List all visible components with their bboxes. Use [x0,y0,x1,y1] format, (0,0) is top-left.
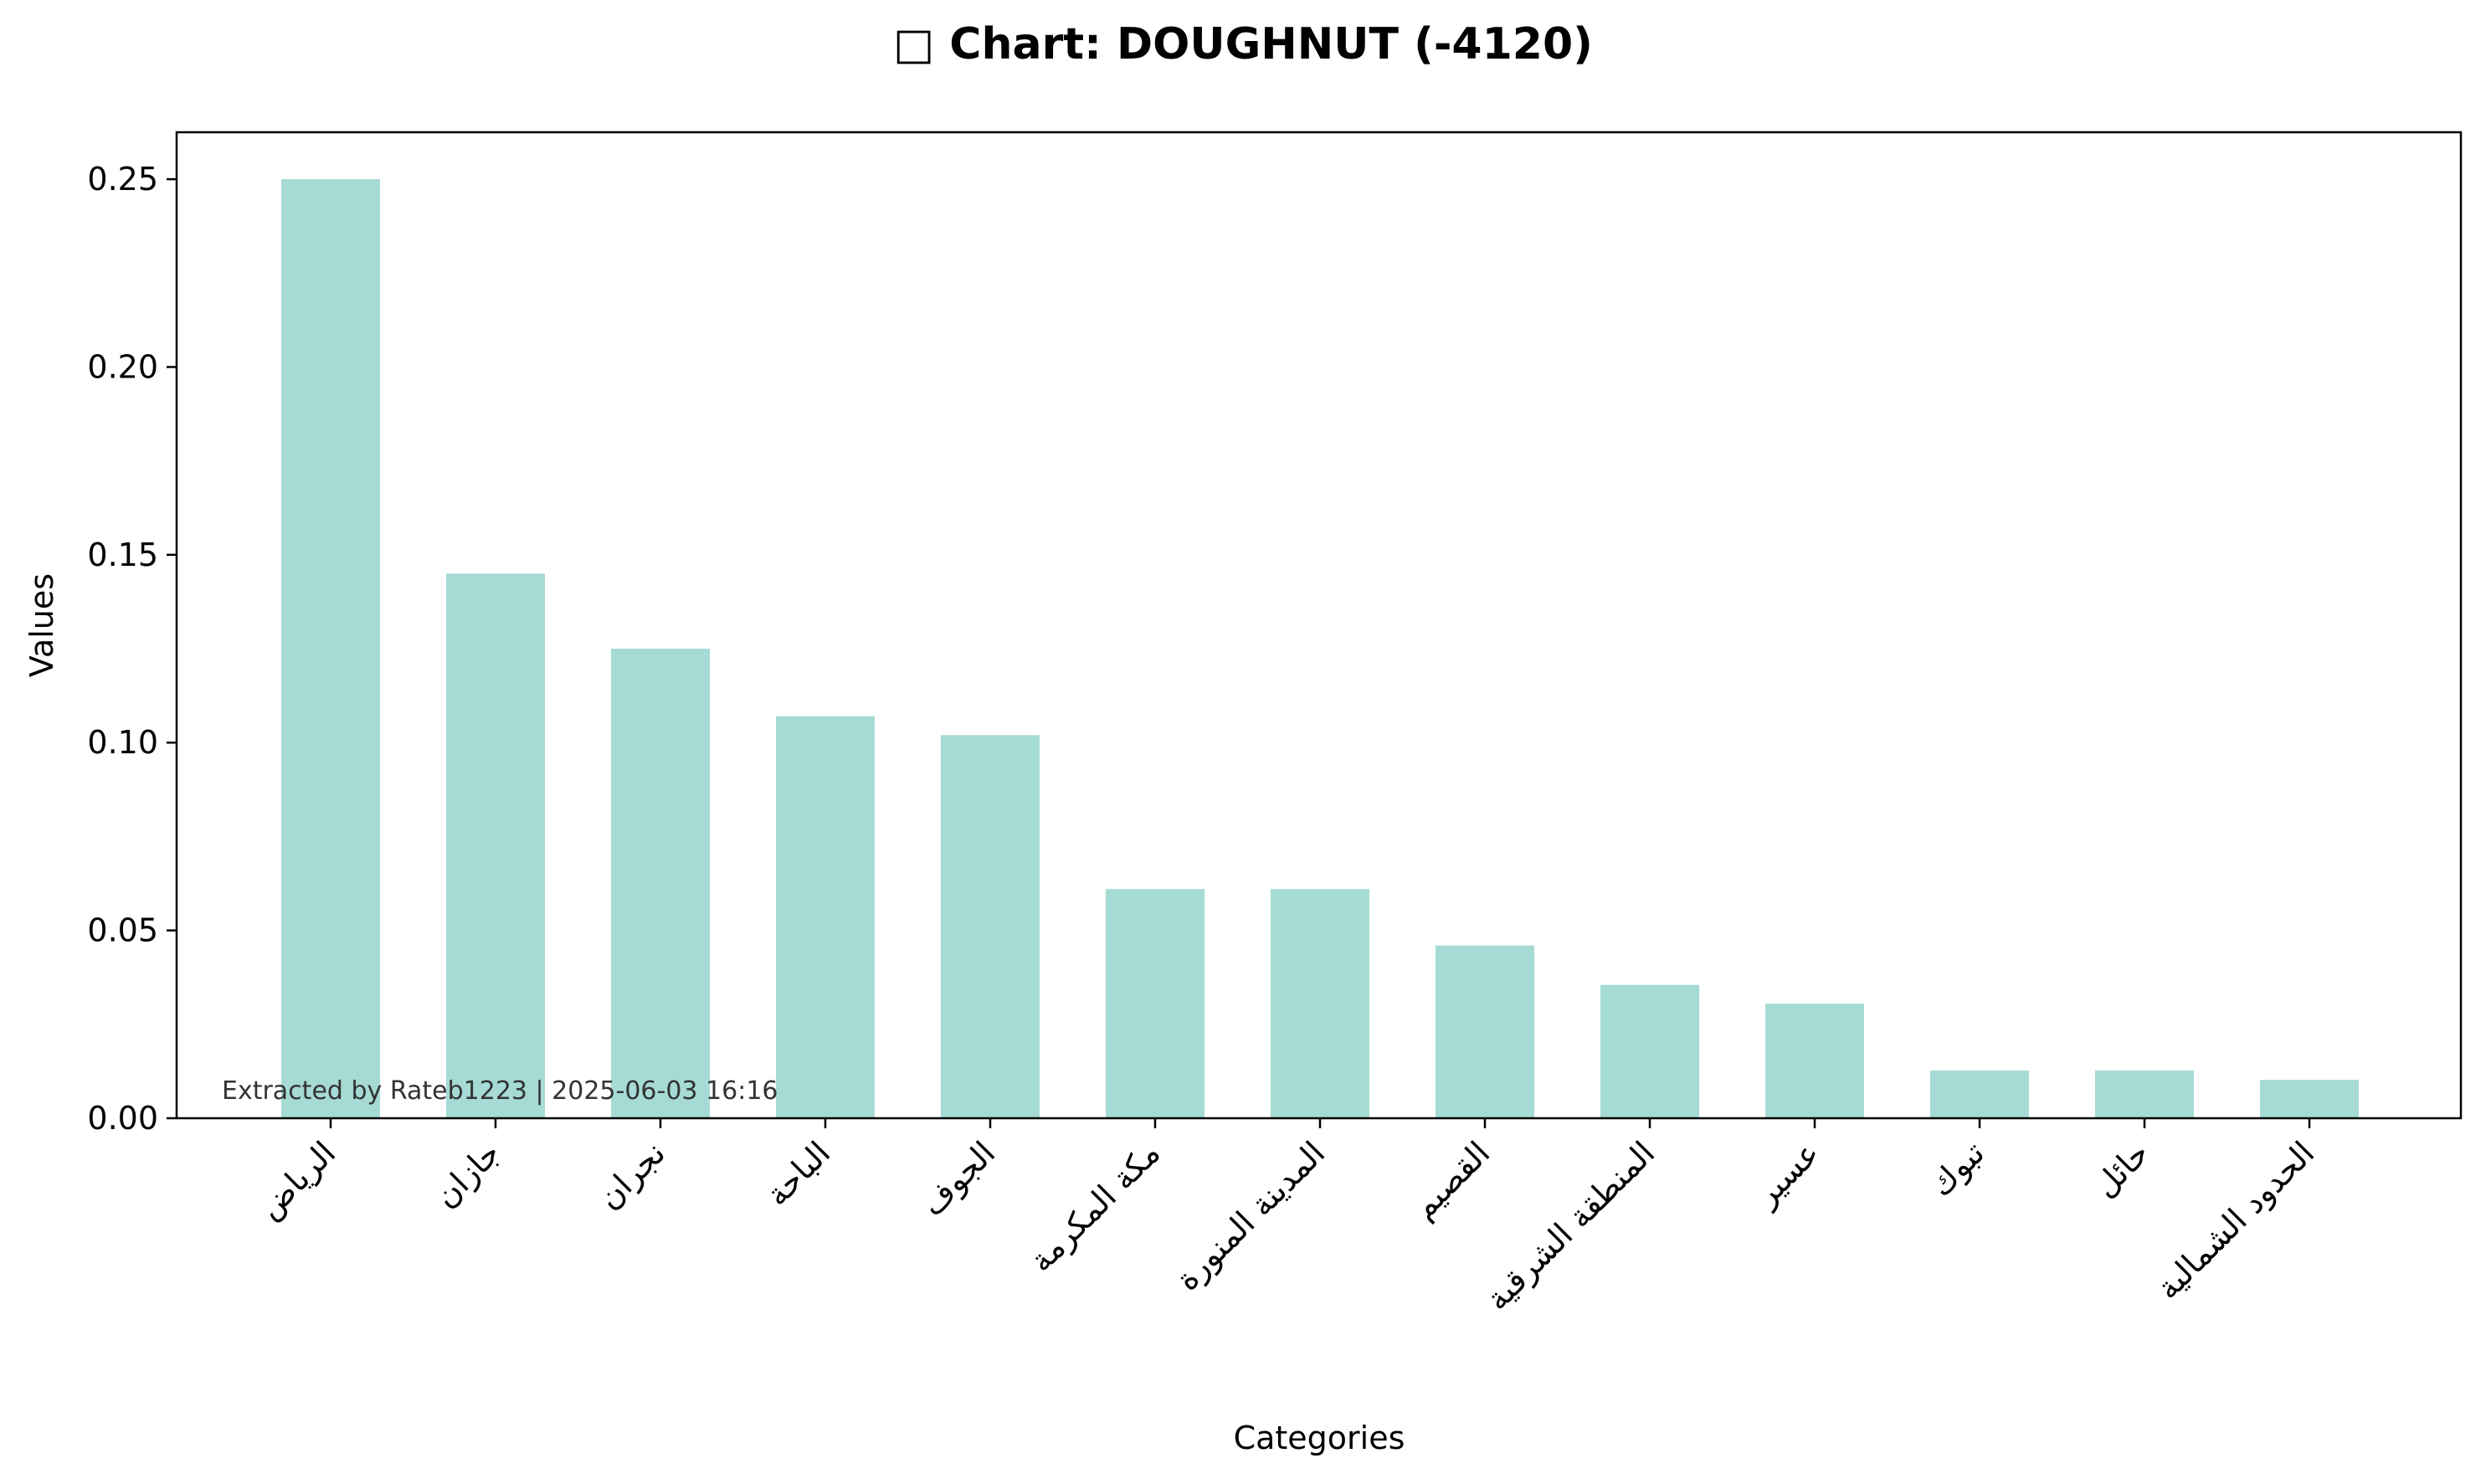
x-tick-label-6: المدينة المنورة [1169,1134,1333,1298]
x-tick-label-9: عسير [1747,1134,1827,1214]
bars-group [281,179,2359,1119]
bar-5 [1106,889,1204,1118]
y-tick-label-5: 0.25 [87,161,158,198]
bar-6 [1271,889,1369,1118]
x-tick-label-10: تبوك [1923,1134,1992,1204]
x-tick-label-5: مكة المكرمة [1022,1134,1168,1280]
bar-12 [2260,1080,2359,1118]
bar-4 [941,735,1040,1118]
bar-7 [1436,945,1534,1118]
x-tick-label-3: الباحة [758,1134,837,1213]
y-tick-label-3: 0.15 [87,537,158,573]
y-tick-label-0: 0.00 [87,1100,158,1137]
x-tick-label-4: الجوف [914,1134,1004,1224]
bar-1 [446,573,545,1118]
watermark-annotation: Extracted by Rateb1223 | 2025-06-03 16:1… [222,1076,778,1106]
bar-9 [1765,1004,1864,1118]
x-tick-label-0: الرياض [251,1134,343,1226]
bar-2 [611,649,710,1118]
bar-3 [776,716,875,1118]
y-axis-ticks: 0.00 0.05 0.10 0.15 0.20 0.25 [87,161,177,1137]
bar-0 [281,179,380,1119]
plot-area-frame [175,131,2463,1120]
x-axis-ticks: الرياض جازان نجران الباحة الجوف مكة المكرمة ال… [251,1118,2322,1318]
x-tick-label-12: الحدود الشمالية [2150,1134,2322,1307]
y-tick-label-2: 0.10 [87,724,158,761]
x-tick-label-11: حائل [2087,1134,2157,1204]
y-tick-label-4: 0.20 [87,348,158,385]
y-tick-label-1: 0.05 [87,912,158,949]
x-tick-label-8: المنطقة الشرقية [1479,1134,1663,1318]
chart-title: □ Chart: DOUGHNUT (-4120) [893,19,1593,69]
bar-11 [2095,1071,2194,1118]
bar-8 [1600,984,1699,1118]
x-tick-label-2: نجران [590,1134,673,1217]
y-axis-label: Values [23,573,60,677]
bar-10 [1930,1071,2029,1118]
x-tick-label-1: جازان [427,1134,507,1214]
x-tick-label-7: القصيم [1405,1134,1497,1226]
x-axis-label: Categories [1234,1420,1405,1456]
